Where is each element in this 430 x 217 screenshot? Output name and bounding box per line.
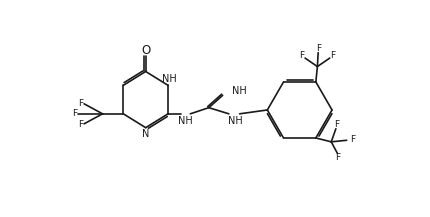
Text: F: F (299, 51, 304, 60)
Text: F: F (316, 44, 322, 53)
Text: F: F (72, 109, 77, 118)
Text: O: O (142, 44, 151, 57)
Text: F: F (336, 153, 341, 163)
Text: F: F (330, 51, 335, 60)
Text: NH: NH (178, 116, 193, 126)
Text: NH: NH (162, 74, 177, 84)
Text: F: F (78, 99, 83, 108)
Text: F: F (334, 120, 339, 129)
Text: N: N (142, 129, 149, 139)
Text: F: F (350, 135, 356, 144)
Text: NH: NH (232, 87, 247, 97)
Text: NH: NH (227, 116, 243, 126)
Text: F: F (78, 120, 83, 129)
